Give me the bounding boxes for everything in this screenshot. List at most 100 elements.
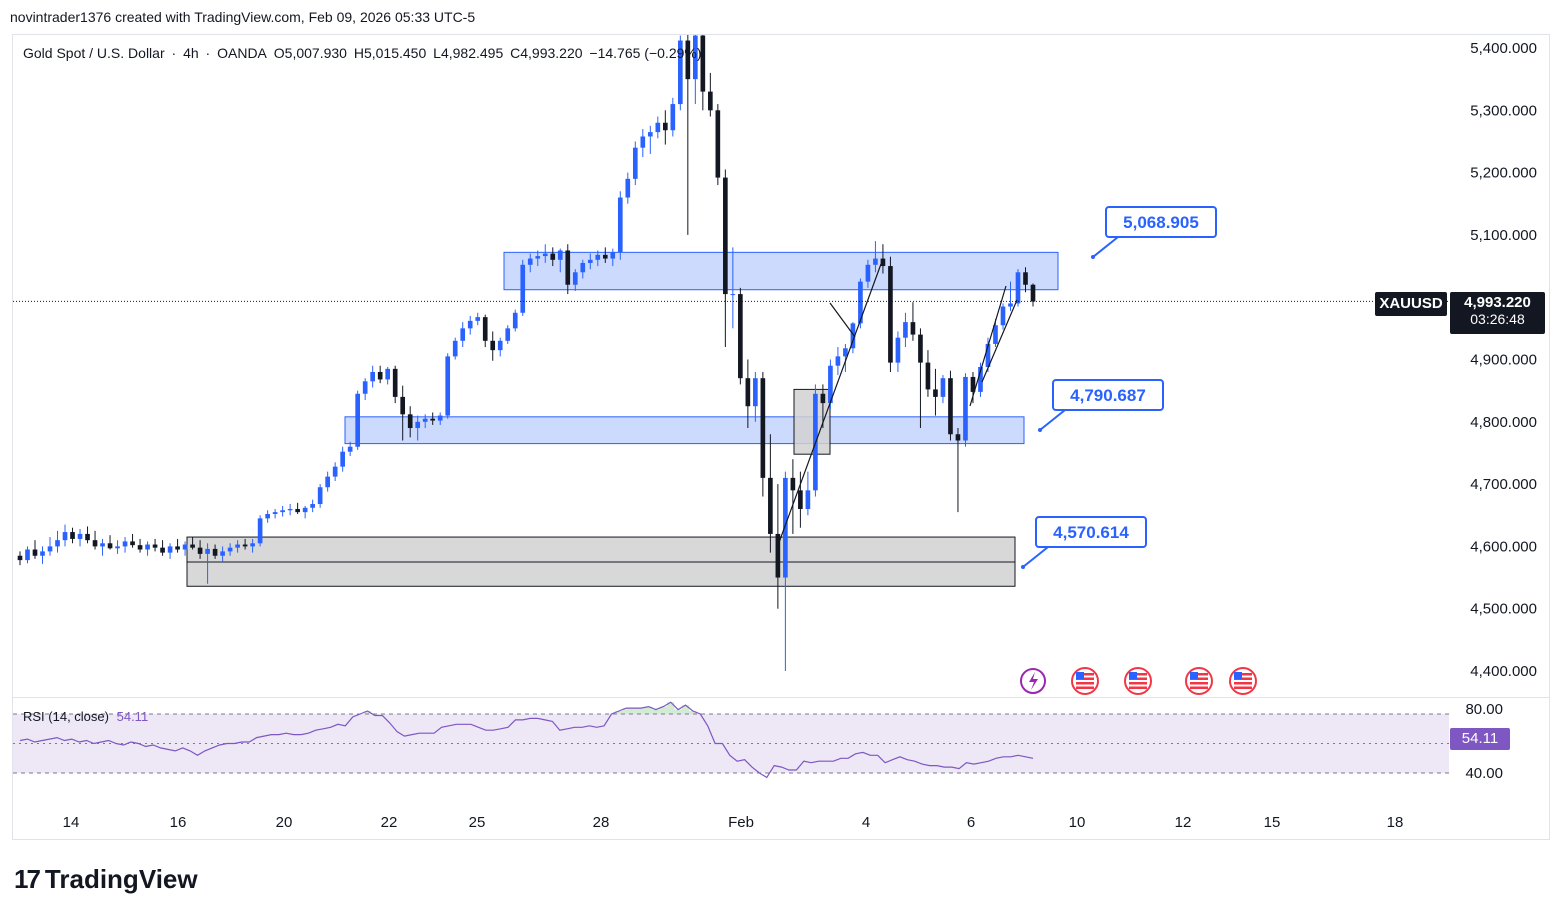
candle-body xyxy=(940,378,946,397)
last-price-value: 4,993.220 xyxy=(1464,294,1531,311)
legend-open: O5,007.930 xyxy=(273,45,347,61)
candle-body xyxy=(377,371,383,380)
us-flag-icon xyxy=(1229,667,1257,695)
candle-body xyxy=(595,254,601,260)
candle-body xyxy=(617,197,623,253)
candle-body xyxy=(490,340,496,351)
candle-body xyxy=(542,253,548,257)
us-flag-icon-stripe xyxy=(1129,677,1147,680)
candle-body xyxy=(175,546,180,550)
candle-body xyxy=(392,368,398,397)
candle-body xyxy=(602,254,608,259)
price-axis[interactable]: 5,400.000 5,300.000 5,200.000 5,100.000 4,90… xyxy=(1470,40,1537,680)
candle-body xyxy=(895,337,901,363)
candle-body xyxy=(85,533,90,541)
candle-body xyxy=(152,544,158,548)
time-tick-label: 25 xyxy=(469,814,486,831)
candle-body xyxy=(843,348,848,357)
callout-box xyxy=(1035,516,1147,548)
symbol-legend[interactable]: Gold Spot / U.S. Dollar · 4h · OANDA O5,… xyxy=(23,45,705,61)
candle-body xyxy=(1008,303,1013,307)
candle-body xyxy=(190,544,195,548)
candle-body xyxy=(572,272,578,285)
candle-body xyxy=(550,253,556,260)
tradingview-footer[interactable]: 17 TradingView xyxy=(14,864,198,895)
rsi-overbought-fill xyxy=(644,706,653,714)
candle-body xyxy=(122,541,128,547)
candle-body xyxy=(205,548,210,554)
price-tick-label: 4,500.000 xyxy=(1470,601,1537,618)
candle-body xyxy=(280,510,285,513)
candle-body xyxy=(925,362,931,390)
rsi-legend[interactable]: RSI (14, close) 54.11 xyxy=(23,709,148,724)
rsi-overbought-fill xyxy=(630,708,638,714)
price-tick-label: 4,400.000 xyxy=(1470,663,1537,680)
us-flag-icon-stripe xyxy=(1076,673,1094,676)
us-flag-icon-ring xyxy=(1185,667,1213,695)
time-tick-label: 14 xyxy=(63,814,80,831)
time-tick-label: 16 xyxy=(170,814,187,831)
candle-body xyxy=(437,415,443,421)
candle-body xyxy=(1030,284,1036,302)
zone-support xyxy=(344,416,1025,445)
candle-body xyxy=(400,396,406,415)
candle-body xyxy=(835,356,841,366)
candle-body xyxy=(317,487,323,505)
candle-body xyxy=(325,476,330,488)
us-flag-icon xyxy=(1185,667,1213,695)
rsi-overbought-fill xyxy=(652,709,660,714)
callout-pointer xyxy=(1092,236,1119,258)
time-tick-label: Feb xyxy=(728,814,754,831)
zone-resistance xyxy=(503,251,1059,291)
candle-body xyxy=(858,281,863,324)
time-tick-label: 15 xyxy=(1264,814,1281,831)
trend-line xyxy=(969,285,1007,407)
time-axis[interactable]: 14 16 20 22 25 28 Feb 4 6 10 12 15 18 xyxy=(63,814,1404,831)
ticker-badge: XAUUSD xyxy=(1375,292,1447,316)
bar-countdown: 03:26:48 xyxy=(1470,311,1525,327)
candle-body xyxy=(242,544,248,547)
rsi-overbought-fill xyxy=(637,708,645,714)
us-flag-icon-stripe xyxy=(1076,686,1094,689)
candle-body xyxy=(948,378,953,435)
us-flag-icon-ring xyxy=(1229,667,1257,695)
time-tick-label: 6 xyxy=(967,814,975,831)
candle-body xyxy=(340,451,345,467)
drawings-layer xyxy=(776,263,1018,549)
candle-body xyxy=(978,366,983,392)
rsi-tick-label: 80.00 xyxy=(1465,701,1503,718)
candle-body xyxy=(422,418,428,422)
candle-body xyxy=(730,294,736,296)
candle-body xyxy=(370,371,376,382)
us-flag-icon-stripe xyxy=(1076,677,1094,680)
candle-body xyxy=(265,514,270,519)
us-flag-icon-stripe xyxy=(1234,682,1252,685)
callout-label: 5,068.905 xyxy=(1123,213,1199,232)
candle-body xyxy=(137,545,143,550)
rsi-tick-label: 40.00 xyxy=(1465,765,1503,782)
candle-body xyxy=(107,543,113,549)
candle-body xyxy=(873,258,878,265)
candle-body xyxy=(970,376,976,392)
candle-body xyxy=(903,322,908,338)
candle-body xyxy=(768,477,773,534)
time-tick-label: 12 xyxy=(1175,814,1192,831)
us-flag-icon-stripe xyxy=(1234,686,1252,689)
candle-body xyxy=(287,509,293,511)
candle-body xyxy=(820,393,826,404)
candle-body xyxy=(580,262,586,273)
candle-body xyxy=(625,178,631,198)
candle-body xyxy=(880,258,886,267)
candle-body xyxy=(362,381,368,394)
candle-body xyxy=(407,414,413,429)
candle-body xyxy=(993,325,998,344)
candle-body xyxy=(798,490,803,510)
candle-body xyxy=(212,548,218,556)
candle-body xyxy=(520,264,526,313)
candle-body xyxy=(647,132,653,137)
rsi-band xyxy=(13,714,1449,773)
candle-body xyxy=(805,490,811,510)
candle-body xyxy=(1000,306,1006,326)
candle-body xyxy=(77,533,83,539)
